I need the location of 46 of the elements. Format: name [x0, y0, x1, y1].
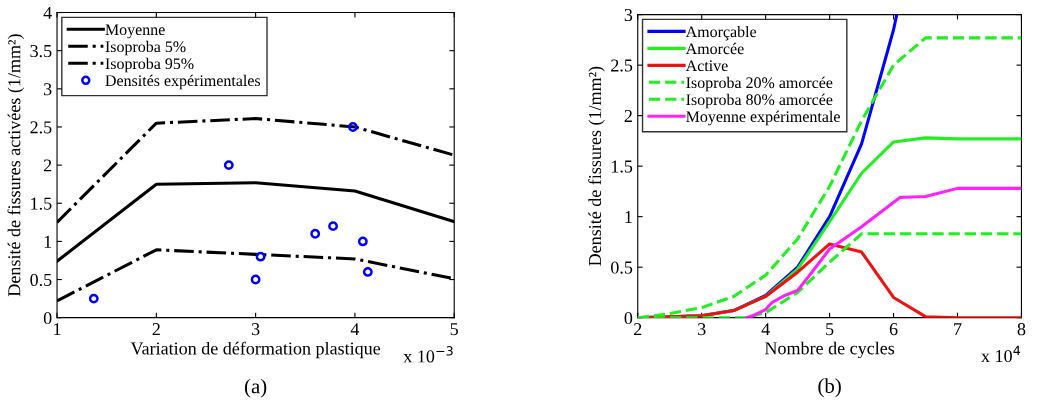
y-tick-label: 2.5 — [30, 121, 52, 134]
y-tick-label: 1 — [625, 211, 632, 223]
legend-label: Isoproba 95% — [105, 57, 194, 73]
legend-label: Isoproba 5% — [105, 40, 186, 56]
text: x 10$^{−3}$ — [403, 346, 453, 363]
legend-label: Moyenne expérimentale — [686, 110, 840, 126]
text: (b) — [818, 378, 841, 398]
x-tick-label: 5 — [826, 323, 834, 336]
x-tick-label: 3 — [698, 323, 706, 336]
y-tick-label: 4 — [43, 6, 52, 19]
y-tick-label: 2 — [43, 159, 52, 172]
y-tick-label: 2.5 — [611, 59, 633, 72]
x-tick-label: 2 — [152, 323, 160, 336]
y-tick-label: 2 — [624, 109, 632, 122]
x-tick-label: 4 — [761, 323, 770, 336]
y-tick-label: 1.5 — [611, 160, 633, 173]
y-tick-label: 0 — [43, 311, 52, 325]
y-tick-label: 1 — [44, 235, 52, 248]
legend-label: Isoproba 80% amorcée — [686, 93, 833, 109]
legend-label: Moyenne — [105, 24, 165, 39]
y-tick-label: 0.5 — [611, 261, 633, 274]
x-axis-title: Nombre de cycles — [764, 341, 895, 359]
x-tick-label: 7 — [954, 323, 962, 336]
legend-label: Amorçable — [685, 25, 757, 41]
y-tick-label: 0.5 — [30, 273, 52, 287]
legend-label: Isoproba 20% amorcée — [686, 76, 833, 92]
y-axis-title: Densité de fissures (1/mm²) — [588, 66, 605, 266]
x-axis-title: Variation de déformation plastique — [130, 341, 381, 359]
y-tick-label: 3 — [624, 8, 633, 22]
x-tick-label: 4 — [350, 323, 360, 336]
y-tick-label: 3.5 — [30, 44, 52, 58]
x-tick-label: 2 — [634, 323, 642, 336]
x-tick-label: 3 — [251, 323, 260, 336]
y-tick-label: 0 — [624, 311, 633, 325]
text: x 10$^{4}$ — [981, 345, 1021, 363]
legend-label: Densités expérimentales — [105, 74, 261, 90]
x-tick-label: 1 — [54, 323, 61, 336]
x-tick-label: 6 — [889, 323, 898, 336]
y-axis-title: Densité de fissures activées (1/mm²) — [7, 34, 25, 297]
text: (a) — [244, 378, 267, 398]
x-tick-label: 5 — [450, 323, 459, 336]
y-tick-label: 3 — [44, 83, 52, 96]
x-tick-label: 8 — [1017, 323, 1026, 336]
y-tick-label: 1.5 — [31, 197, 52, 210]
legend-label: Active — [685, 60, 728, 72]
legend-label: Amorcée — [685, 42, 744, 55]
